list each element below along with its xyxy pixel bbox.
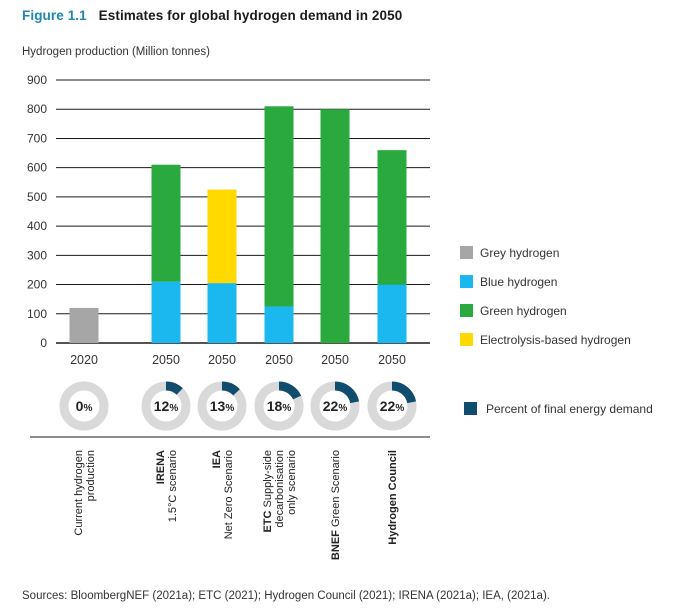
y-axis-label: Hydrogen production (Million tonnes) — [22, 46, 210, 58]
y-tick-label-100: 100 — [27, 307, 47, 321]
x-tick-label-6: 2050 — [378, 353, 406, 367]
figure-title-text: Estimates for global hydrogen demand in … — [98, 8, 403, 23]
y-tick-label-500: 500 — [27, 190, 47, 204]
donut-arc-4 — [278, 381, 302, 400]
bar-3-blue-hydrogen — [207, 283, 237, 343]
donut-label-3: 13% — [210, 398, 235, 414]
legend-swatch-percent — [464, 402, 477, 415]
donut-arc-3 — [221, 381, 240, 396]
bar-6-green-hydrogen — [377, 150, 407, 285]
donut-label-5: 22% — [323, 398, 348, 414]
donut-label-1: 0% — [76, 398, 93, 414]
category-name-1-line-2: production — [85, 450, 97, 501]
legend-label-grey-hydrogen: Grey hydrogen — [480, 246, 559, 260]
legend-label-blue-hydrogen: Blue hydrogen — [480, 275, 557, 289]
legend-label-percent: Percent of final energy demand — [486, 402, 653, 416]
category-name-4: ETC Supply-side decarbonisation only scena… — [262, 450, 298, 533]
y-tick-label-400: 400 — [27, 219, 47, 233]
x-tick-label-2: 2050 — [152, 353, 180, 367]
x-tick-label-3: 2050 — [208, 353, 236, 367]
x-tick-label-1: 2020 — [70, 353, 98, 367]
category-name-1-line-1: Current hydrogen — [73, 450, 85, 536]
category-name-4-line-2: decarbonisation — [274, 450, 286, 528]
y-tick-label-800: 800 — [27, 102, 47, 116]
sources-note: Sources: BloombergNEF (2021a); ETC (2021… — [22, 590, 550, 602]
category-name-1: Current hydrogen production — [73, 450, 97, 536]
x-tick-label-4: 2050 — [265, 353, 293, 367]
legend-label-electrolysis-based-hydrogen: Electrolysis-based hydrogen — [480, 333, 631, 347]
bar-2-blue-hydrogen — [151, 281, 181, 343]
donut-arc-6 — [391, 381, 417, 404]
figure-label: Figure 1.1 — [22, 8, 87, 23]
y-tick-label-900: 900 — [27, 73, 47, 87]
bar-6-blue-hydrogen — [377, 284, 407, 343]
legend-label-green-hydrogen: Green hydrogen — [480, 304, 567, 318]
donut-label-4: 18% — [267, 398, 292, 414]
y-tick-label-300: 300 — [27, 248, 47, 262]
bar-3-electrolysis-based-hydrogen — [207, 189, 237, 284]
bar-2-green-hydrogen — [151, 164, 181, 282]
y-tick-label-700: 700 — [27, 131, 47, 145]
legend-swatch-green-hydrogen — [460, 304, 473, 317]
y-tick-label-0: 0 — [40, 336, 47, 350]
legend-swatch-electrolysis-based-hydrogen — [460, 333, 473, 346]
y-tick-label-600: 600 — [27, 161, 47, 175]
category-name-4-line-1: ETC Supply-side — [262, 450, 274, 533]
donut-label-2: 12% — [154, 398, 179, 414]
y-tick-label-200: 200 — [27, 278, 47, 292]
x-tick-label-5: 2050 — [321, 353, 349, 367]
category-name-3: IEA Net Zero Scenario — [211, 450, 235, 539]
donut-arc-5 — [334, 381, 360, 404]
category-name-5: BNEF Green Scenario — [330, 450, 342, 560]
legend-swatch-grey-hydrogen — [460, 246, 473, 259]
donut-track-1 — [59, 381, 109, 431]
bar-4-green-hydrogen — [264, 106, 294, 307]
category-name-2-line-2: 1.5°C scenario — [167, 450, 179, 522]
donut-label-6: 22% — [380, 398, 405, 414]
donut-arc-2 — [165, 381, 183, 395]
category-name-2-line-1: IRENA — [155, 450, 167, 484]
bar-1-grey-hydrogen — [69, 307, 99, 343]
category-name-5-line-1: BNEF Green Scenario — [330, 450, 342, 560]
legend-swatch-blue-hydrogen — [460, 275, 473, 288]
category-name-6-line-1: Hydrogen Council — [387, 450, 399, 545]
category-name-3-line-1: IEA — [211, 450, 223, 468]
figure-title: Figure 1.1 Estimates for global hydrogen… — [22, 8, 402, 23]
category-name-4-line-3: only scenario — [286, 450, 298, 515]
bar-4-blue-hydrogen — [264, 306, 294, 343]
category-name-3-line-2: Net Zero Scenario — [223, 450, 235, 539]
bar-5-green-hydrogen — [320, 109, 350, 343]
category-name-2: IRENA 1.5°C scenario — [155, 450, 179, 522]
category-name-6: Hydrogen Council — [387, 450, 399, 545]
